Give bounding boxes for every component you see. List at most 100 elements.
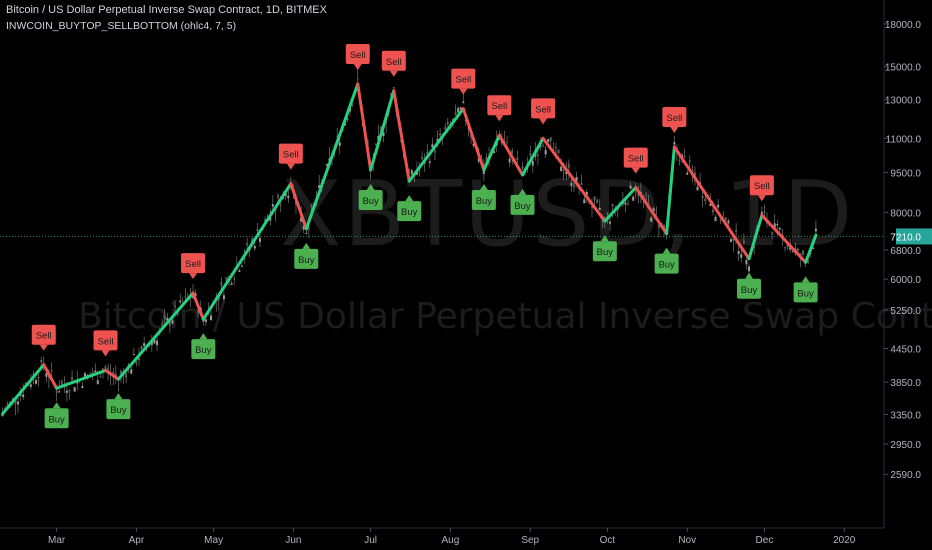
time-axis[interactable]: Mar Apr May Jun Jul Aug Sep Oct Nov Dec 2020 bbox=[0, 527, 884, 546]
buy-label-pointer bbox=[600, 235, 609, 242]
candle-body bbox=[802, 250, 805, 255]
candle-body bbox=[686, 172, 689, 175]
candle-body bbox=[678, 160, 681, 162]
buy-label-box bbox=[44, 408, 69, 429]
buy-signal-label[interactable]: Buy bbox=[654, 247, 679, 274]
buy-signal-label[interactable]: Buy bbox=[510, 188, 535, 215]
candle-body bbox=[740, 254, 743, 258]
candle-body bbox=[150, 341, 153, 345]
candle-body bbox=[318, 185, 321, 189]
candle-body bbox=[71, 376, 74, 381]
candle-body bbox=[583, 199, 586, 204]
candle-body bbox=[650, 217, 653, 222]
candle-body bbox=[771, 231, 774, 235]
candle-body bbox=[382, 132, 385, 137]
buy-signal-label[interactable]: Buy bbox=[793, 276, 818, 303]
candle-body bbox=[511, 149, 514, 154]
zigzag-down-segment bbox=[104, 368, 120, 381]
candle-body bbox=[35, 379, 38, 384]
candle-body bbox=[457, 107, 460, 113]
buy-signal-label[interactable]: Buy bbox=[592, 235, 617, 262]
sell-signal-label[interactable]: Sell bbox=[381, 50, 406, 77]
price-axis[interactable]: 18000.0 15000.0 13000.0 11000.0 9500.0 8000.0… bbox=[883, 0, 932, 528]
candle-body bbox=[663, 224, 666, 229]
candle-body bbox=[94, 370, 97, 372]
candle-body bbox=[325, 163, 328, 166]
sell-label-box bbox=[749, 175, 774, 196]
candle-body bbox=[482, 170, 485, 174]
buy-label-pointer bbox=[744, 272, 753, 279]
candle-body bbox=[606, 212, 609, 215]
sell-label-pointer bbox=[631, 167, 640, 174]
sell-signal-label[interactable]: Sell bbox=[278, 143, 303, 170]
candle-body bbox=[521, 166, 524, 169]
candle-body bbox=[598, 207, 601, 211]
buy-signal-label[interactable]: Buy bbox=[736, 272, 761, 299]
buy-label-box bbox=[106, 399, 131, 420]
candle-body bbox=[652, 208, 655, 212]
candle-body bbox=[611, 203, 614, 207]
buy-signal-label[interactable]: Buy bbox=[294, 242, 319, 269]
candle-body bbox=[251, 238, 254, 242]
candle-body bbox=[302, 225, 305, 230]
sell-label-box bbox=[31, 324, 56, 345]
candle-body bbox=[773, 223, 776, 228]
candle-body bbox=[220, 281, 223, 286]
buy-label-pointer bbox=[302, 242, 311, 249]
buy-signal-label[interactable]: Buy bbox=[106, 393, 131, 420]
candle-body bbox=[529, 153, 532, 156]
sell-signal-label[interactable]: Sell bbox=[181, 253, 206, 280]
price-tick-label: 15000.0 bbox=[885, 62, 922, 73]
candle-body bbox=[588, 202, 591, 204]
candle-body bbox=[179, 300, 182, 303]
buy-signal-label[interactable]: Buy bbox=[397, 195, 422, 222]
candle-body bbox=[812, 247, 815, 249]
indicator-legend[interactable]: INWCOIN_BUYTOP_SELLBOTTOM (ohlc4, 7, 5) bbox=[6, 20, 237, 32]
candle-body bbox=[284, 193, 287, 197]
buy-label-text: Buy bbox=[597, 247, 614, 258]
sell-signal-label[interactable]: Sell bbox=[749, 175, 774, 202]
candle-body bbox=[704, 198, 707, 202]
zigzag-layer bbox=[1, 82, 818, 416]
sell-label-text: Sell bbox=[350, 50, 366, 61]
zigzag-down-segment bbox=[461, 107, 486, 172]
candle-body bbox=[377, 135, 380, 141]
buy-signal-label[interactable]: Buy bbox=[471, 183, 496, 210]
sell-signal-label[interactable]: Sell bbox=[31, 324, 56, 351]
buy-signal-label[interactable]: Buy bbox=[44, 402, 69, 429]
candle-body bbox=[32, 373, 35, 376]
sell-signal-label[interactable]: Sell bbox=[662, 106, 687, 133]
buy-label-text: Buy bbox=[110, 405, 127, 416]
sell-signal-label[interactable]: Sell bbox=[451, 68, 476, 95]
sell-label-text: Sell bbox=[491, 101, 507, 112]
sell-signal-label[interactable]: Sell bbox=[487, 95, 512, 122]
time-tick-label: Dec bbox=[756, 535, 774, 546]
sell-signal-label[interactable]: Sell bbox=[623, 147, 648, 174]
time-tick-label: 2020 bbox=[833, 535, 856, 546]
candle-body bbox=[547, 139, 550, 142]
price-tick-label: 3350.0 bbox=[890, 410, 921, 421]
candle-body bbox=[454, 112, 457, 116]
candle-body bbox=[472, 143, 475, 146]
candle-body bbox=[567, 163, 570, 168]
candle-body bbox=[655, 213, 658, 215]
candle-body bbox=[6, 403, 9, 407]
buy-signal-label[interactable]: Buy bbox=[191, 333, 216, 360]
candle-body bbox=[137, 358, 140, 360]
sell-signal-label[interactable]: Sell bbox=[531, 98, 556, 125]
candle-body bbox=[421, 156, 424, 160]
candle-body bbox=[742, 240, 745, 244]
buy-signal-label[interactable]: Buy bbox=[358, 183, 383, 210]
price-tick-label: 9500.0 bbox=[890, 168, 921, 179]
sell-signal-label[interactable]: Sell bbox=[345, 44, 370, 71]
sell-label-text: Sell bbox=[185, 259, 201, 270]
candle-body bbox=[426, 151, 429, 155]
candle-body bbox=[575, 176, 578, 181]
price-tick-label: 4450.0 bbox=[890, 345, 921, 356]
sell-signal-label[interactable]: Sell bbox=[93, 330, 118, 357]
candle-body bbox=[609, 221, 612, 224]
zigzag-down-segment bbox=[392, 89, 411, 183]
candle-body bbox=[784, 247, 787, 249]
candle-body bbox=[14, 399, 17, 404]
